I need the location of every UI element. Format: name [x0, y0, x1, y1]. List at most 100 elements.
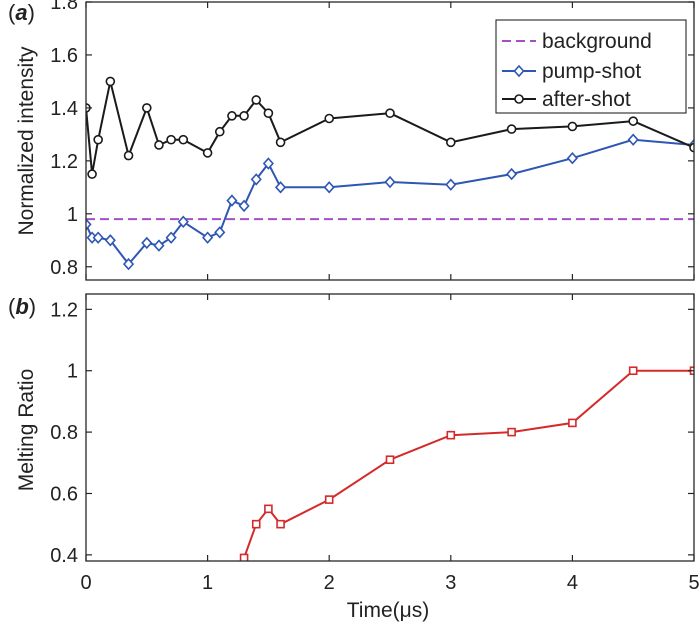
data-point-melting-ratio — [568, 418, 577, 428]
panel-b-y-tick-label: 0.4 — [50, 545, 78, 567]
data-point-pump-shot — [202, 231, 214, 244]
panel-b-axes-box — [85, 293, 695, 562]
panel-b-y-ticks: 0.4 0.6 0.8 1 1.2 — [50, 299, 694, 567]
data-point-melting-ratio — [385, 455, 395, 465]
data-point-melting-ratio — [324, 495, 334, 504]
x-tick-label: 1 — [202, 572, 213, 594]
series-melting-ratio — [239, 366, 694, 561]
panel-b-y-tick-label: 1.2 — [50, 299, 78, 321]
data-point-after-shot — [628, 116, 639, 126]
data-point-melting-ratio — [276, 519, 285, 529]
panel-b: 0 1 2 3 4 5 0.4 0.6 0.8 1 1.2 (b) Melting Ratio T… — [8, 293, 700, 622]
data-point-pump-shot — [238, 199, 250, 213]
panel-a-x-ticks — [85, 2, 695, 280]
x-tick-label: 4 — [567, 572, 578, 594]
data-point-pump-shot — [86, 218, 92, 231]
panel-a-y-tick-label: 1 — [67, 204, 78, 226]
panel-b-y-tick-label: 0.8 — [50, 422, 78, 444]
data-point-pump-shot — [226, 194, 238, 207]
data-point-pump-shot — [214, 226, 226, 239]
data-point-after-shot — [227, 111, 237, 121]
panel-a-y-tick-label: 1.2 — [50, 151, 78, 173]
panel-a-y-tick-label: 1.8 — [50, 0, 78, 14]
data-point-after-shot — [93, 134, 103, 145]
panel-a-y-tick-label: 0.8 — [50, 257, 78, 279]
legend-label-background: background — [542, 30, 652, 53]
legend-item-background: background — [502, 30, 652, 53]
legend-marker-circle — [514, 94, 524, 104]
data-point-after-shot — [251, 95, 262, 105]
data-point-pump-shot — [153, 239, 165, 252]
data-point-after-shot — [202, 148, 213, 158]
legend-label-pump-shot: pump-shot — [542, 60, 641, 83]
data-point-after-shot — [87, 169, 97, 179]
data-point-after-shot — [214, 126, 225, 137]
data-point-melting-ratio — [251, 519, 261, 529]
data-point-pump-shot — [627, 133, 639, 146]
panel-a-label: (a) — [8, 0, 35, 25]
data-point-after-shot — [123, 150, 134, 161]
data-point-after-shot — [105, 76, 116, 87]
data-point-pump-shot — [104, 234, 116, 247]
data-point-pump-shot — [122, 257, 135, 271]
data-point-pump-shot — [566, 152, 578, 165]
data-point-pump-shot — [177, 215, 189, 228]
data-point-after-shot — [445, 137, 456, 148]
series-pump-shot — [86, 133, 694, 271]
data-point-after-shot — [567, 121, 578, 132]
data-point-pump-shot — [92, 231, 104, 244]
data-point-melting-ratio — [628, 366, 638, 376]
data-point-melting-ratio — [264, 504, 273, 514]
panel-a: 0.8 1 1.2 1.4 1.6 1.8 (a) Normalized intensit… — [8, 0, 695, 281]
panel-a-y-ticks: 0.8 1 1.2 1.4 1.6 1.8 — [50, 0, 694, 279]
panel-b-y-tick-label: 0.6 — [50, 483, 78, 505]
panel-a-axes-box — [85, 1, 695, 281]
data-point-melting-ratio — [446, 430, 456, 440]
panel-b-y-axis-label: Melting Ratio — [15, 369, 38, 492]
data-point-pump-shot — [384, 175, 396, 189]
data-point-pump-shot — [274, 181, 287, 194]
legend-item-pump-shot: pump-shot — [502, 60, 641, 83]
data-point-after-shot — [154, 140, 164, 150]
panel-b-letter: b — [15, 294, 28, 319]
data-point-melting-ratio — [239, 553, 249, 561]
panel-a-y-tick-label: 1.4 — [50, 98, 78, 120]
data-point-pump-shot — [141, 236, 153, 250]
legend-box — [495, 19, 687, 114]
panel-a-letter: a — [15, 0, 27, 25]
legend-item-after-shot: after-shot — [502, 88, 631, 111]
data-point-pump-shot — [165, 231, 177, 244]
panel-b-plot-area — [239, 366, 694, 561]
panel-b-y-tick-label: 1 — [67, 361, 78, 383]
x-tick-label: 3 — [445, 572, 456, 594]
panel-b-x-ticks: 0 1 2 3 4 5 — [80, 294, 700, 594]
data-point-after-shot — [263, 108, 274, 118]
data-point-after-shot — [275, 137, 286, 148]
x-tick-label: 2 — [324, 572, 335, 594]
x-tick-label: 0 — [80, 572, 91, 594]
data-point-pump-shot — [445, 178, 457, 191]
panel-a-plot-area — [86, 76, 694, 271]
panel-b-label: (b) — [8, 294, 36, 319]
data-point-pump-shot — [323, 181, 335, 194]
panel-a-y-tick-label: 1.6 — [50, 45, 78, 67]
x-axis-label: Time(μs) — [347, 599, 429, 622]
series-line-melting-ratio — [243, 369, 694, 559]
x-tick-label: 5 — [688, 572, 699, 594]
data-point-after-shot — [166, 134, 176, 145]
data-point-after-shot — [239, 111, 249, 121]
data-point-after-shot — [142, 103, 152, 113]
panel-a-y-axis-label: Normalized intensity — [15, 46, 38, 236]
data-point-after-shot — [506, 124, 517, 134]
data-point-pump-shot — [506, 167, 518, 181]
data-point-after-shot — [689, 142, 694, 153]
data-point-after-shot — [178, 134, 189, 145]
series-after-shot — [86, 76, 694, 179]
legend-label-after-shot: after-shot — [542, 88, 631, 111]
data-point-melting-ratio — [507, 427, 516, 437]
series-line-pump-shot — [86, 138, 694, 266]
legend: background pump-shot after-shot — [495, 19, 687, 114]
data-point-after-shot — [324, 113, 335, 124]
data-point-after-shot — [385, 108, 395, 118]
